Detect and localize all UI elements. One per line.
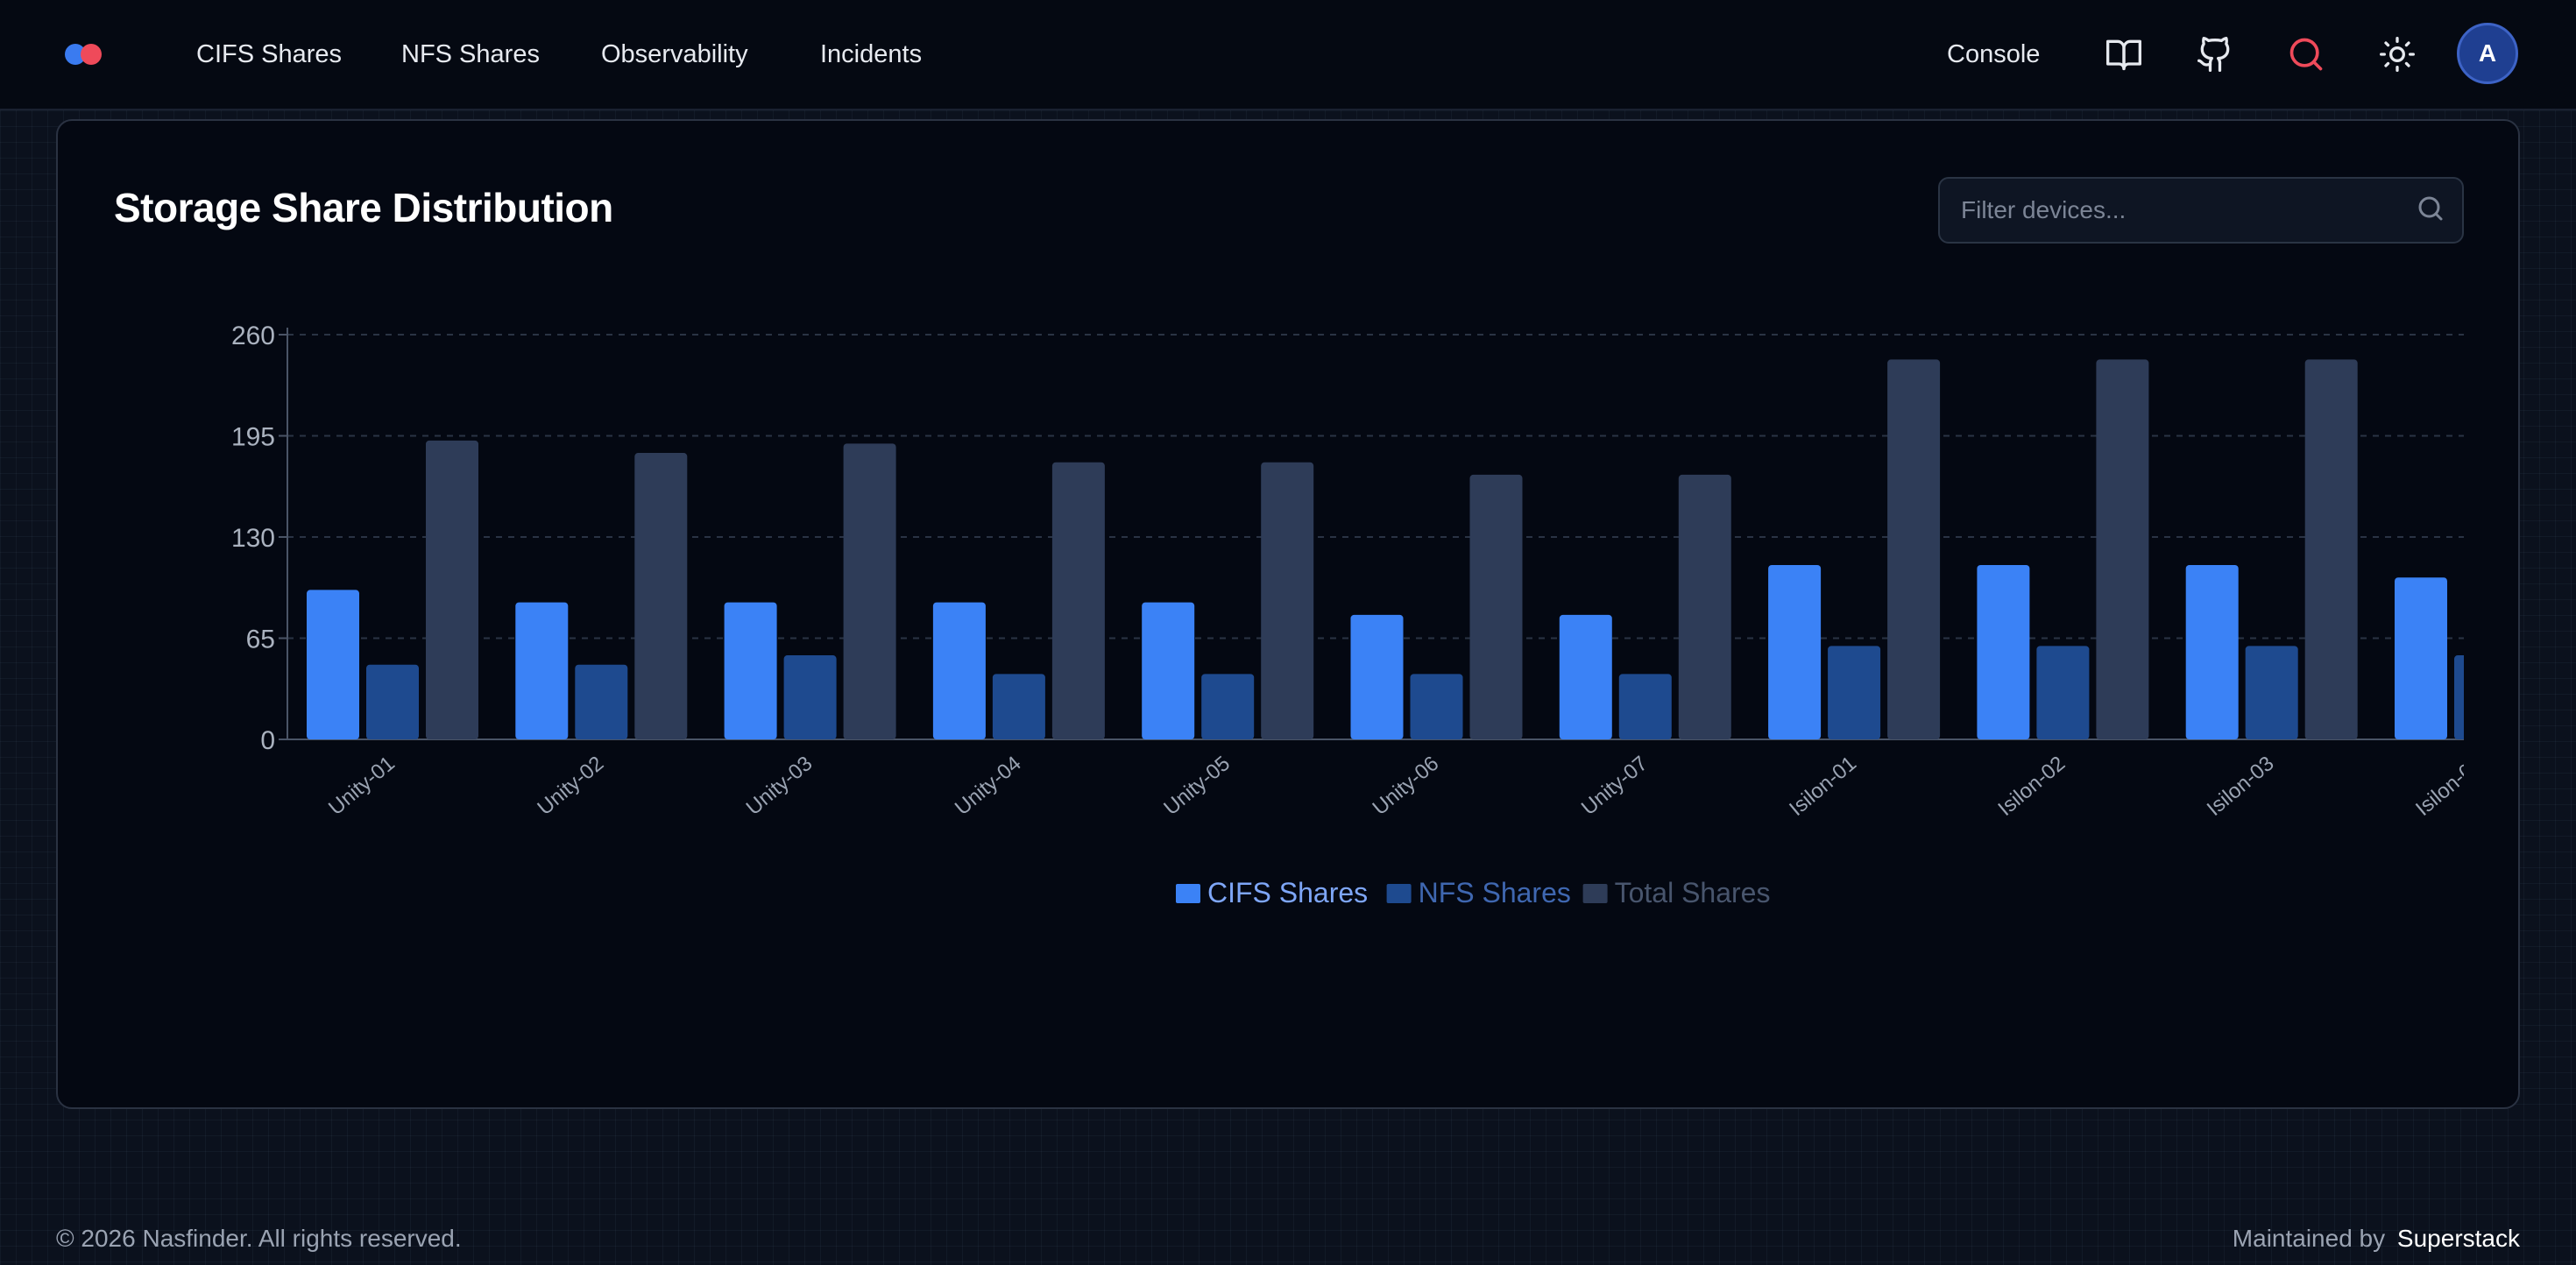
search-icon[interactable] xyxy=(2287,35,2325,74)
y-tick-label: 260 xyxy=(231,322,275,350)
filter-devices-input[interactable] xyxy=(1940,179,2413,242)
bar-total-shares-unity-02[interactable] xyxy=(634,453,688,739)
bar-nfs-shares-isilon-01[interactable] xyxy=(1828,646,1881,739)
book-icon[interactable] xyxy=(2105,35,2143,74)
filter-search-icon xyxy=(2418,196,2443,221)
bar-cifs-shares-unity-07[interactable] xyxy=(1559,614,1612,739)
y-tick-label: 130 xyxy=(231,524,275,553)
bar-nfs-shares-unity-05[interactable] xyxy=(1201,674,1255,739)
github-icon[interactable] xyxy=(2196,35,2234,74)
x-tick-label: Unity-03 xyxy=(742,752,817,820)
x-tick-label: Unity-05 xyxy=(1159,752,1235,820)
share-distribution-chart: 0 65 130 195 260 Unity-01 Unity-02 Unity-03 Unit… xyxy=(231,322,2518,908)
y-tick-label: 0 xyxy=(260,726,275,755)
top-nav-bar: CIFS Shares NFS Shares Observability Inc… xyxy=(0,0,2576,110)
nav-link-incidents[interactable]: Incidents xyxy=(820,40,923,68)
bar-nfs-shares-isilon-04[interactable] xyxy=(2454,655,2507,739)
bar-total-shares-unity-07[interactable] xyxy=(1678,474,1731,739)
bar-nfs-shares-unity-03[interactable] xyxy=(783,655,837,739)
bar-cifs-shares-unity-05[interactable] xyxy=(1142,602,1195,739)
x-tick-label: Isilon-04 xyxy=(2411,752,2488,821)
footer-copyright: © 2026 Nasfinder. All rights reserved. xyxy=(56,1225,462,1252)
legend-swatch-total-shares xyxy=(1582,884,1608,903)
bar-total-shares-unity-06[interactable] xyxy=(1469,474,1523,739)
card-title: Storage Share Distribution xyxy=(114,185,613,230)
bar-nfs-shares-isilon-03[interactable] xyxy=(2245,646,2298,739)
bar-nfs-shares-unity-06[interactable] xyxy=(1410,674,1463,739)
bar-cifs-shares-isilon-03[interactable] xyxy=(2185,564,2239,739)
bar-total-shares-unity-01[interactable] xyxy=(426,440,478,739)
nav-link-cifs-shares[interactable]: CIFS Shares xyxy=(196,40,342,68)
footer-maintained-label: Maintained by xyxy=(2232,1225,2386,1252)
filter-devices-box xyxy=(1938,177,2464,244)
bar-cifs-shares-isilon-01[interactable] xyxy=(1768,564,1822,739)
bar-total-shares-unity-04[interactable] xyxy=(1051,462,1105,739)
bar-total-shares-unity-05[interactable] xyxy=(1261,462,1314,739)
bar-total-shares-unity-03[interactable] xyxy=(843,443,896,739)
y-tick-label: 195 xyxy=(231,423,275,452)
bar-cifs-shares-unity-04[interactable] xyxy=(932,602,986,739)
console-link[interactable]: Console xyxy=(1947,40,2041,68)
nav-link-observability[interactable]: Observability xyxy=(601,40,748,68)
bar-nfs-shares-unity-02[interactable] xyxy=(575,664,628,739)
legend-swatch-cifs-shares xyxy=(1176,884,1200,903)
x-tick-label: Unity-02 xyxy=(533,752,608,820)
legend-label-cifs-shares: CIFS Shares xyxy=(1207,877,1368,908)
x-tick-label: Isilon-03 xyxy=(2203,752,2279,821)
nav-link-nfs-shares[interactable]: NFS Shares xyxy=(401,40,540,68)
footer-maintainer-link[interactable]: Superstack xyxy=(2396,1225,2520,1252)
share-distribution-card: Storage Share Distribution 0 65 130 195 260 U… xyxy=(56,119,2520,1109)
bar-cifs-shares-unity-01[interactable] xyxy=(307,590,359,739)
bar-cifs-shares-unity-02[interactable] xyxy=(515,602,569,739)
bar-cifs-shares-unity-06[interactable] xyxy=(1350,614,1404,739)
bar-nfs-shares-isilon-02[interactable] xyxy=(2036,646,2090,739)
bar-cifs-shares-isilon-02[interactable] xyxy=(1977,564,2030,739)
bar-nfs-shares-unity-07[interactable] xyxy=(1618,674,1672,739)
x-tick-label: Isilon-02 xyxy=(1993,752,2070,821)
legend-swatch-nfs-shares xyxy=(1386,884,1412,903)
bar-cifs-shares-unity-03[interactable] xyxy=(724,602,777,739)
bar-nfs-shares-unity-04[interactable] xyxy=(992,674,1045,739)
user-avatar[interactable]: A xyxy=(2457,23,2518,84)
bar-cifs-shares-isilon-04[interactable] xyxy=(2395,577,2447,739)
x-tick-label: Unity-07 xyxy=(1577,752,1652,820)
legend-label-total-shares: Total Shares xyxy=(1615,877,1771,908)
x-tick-label: Unity-01 xyxy=(324,752,400,820)
nasfinder-logo[interactable] xyxy=(65,44,103,65)
legend-label-nfs-shares: NFS Shares xyxy=(1419,877,1571,908)
bar-total-shares-isilon-03[interactable] xyxy=(2304,359,2358,739)
x-tick-label: Isilon-01 xyxy=(1785,752,1861,821)
x-tick-label: Unity-04 xyxy=(951,752,1026,820)
sun-icon[interactable] xyxy=(2378,35,2417,74)
bar-total-shares-isilon-02[interactable] xyxy=(2096,359,2149,739)
footer-maintained: Maintained by Superstack xyxy=(2233,1225,2520,1253)
bar-nfs-shares-unity-01[interactable] xyxy=(366,664,419,739)
x-tick-label: Unity-06 xyxy=(1369,752,1444,820)
bar-total-shares-isilon-01[interactable] xyxy=(1887,359,1941,739)
bar-total-shares-isilon-04[interactable] xyxy=(2514,372,2518,739)
y-tick-label: 65 xyxy=(246,625,275,654)
logo-red-dot xyxy=(81,44,102,65)
